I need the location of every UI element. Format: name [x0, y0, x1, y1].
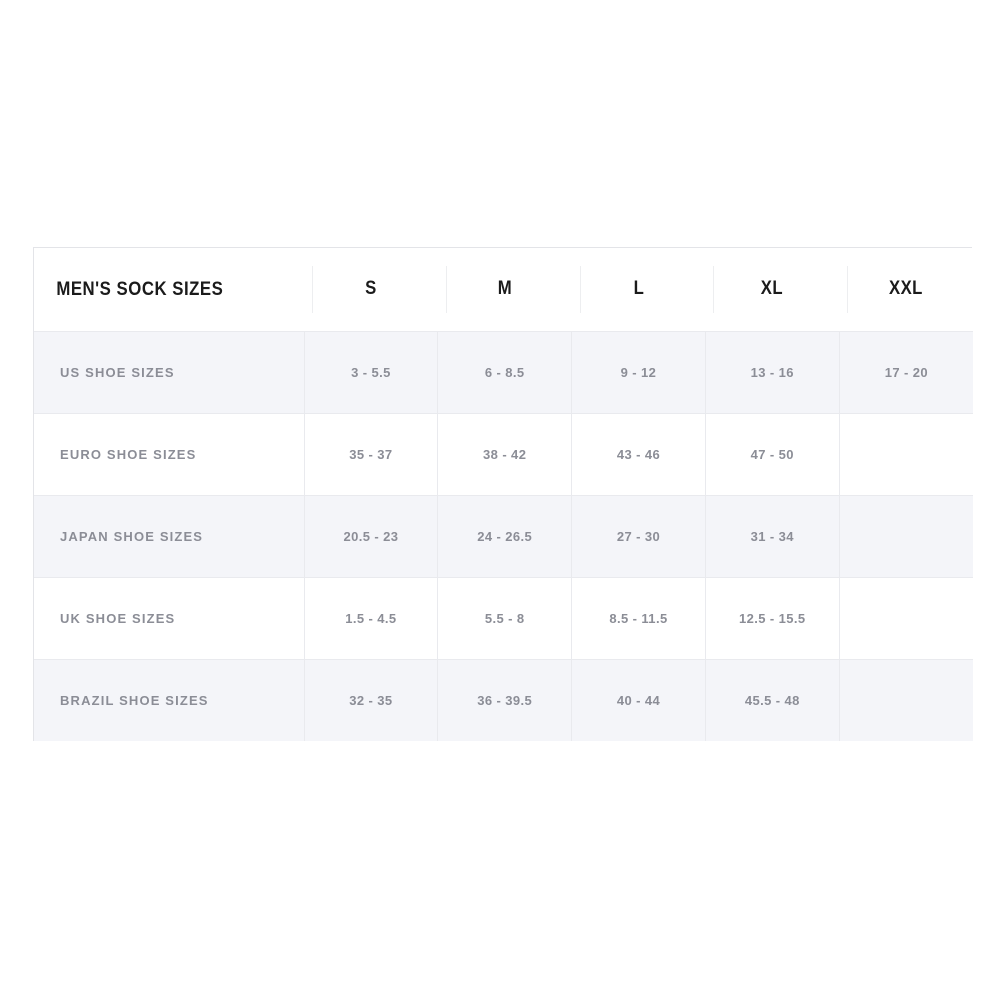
- cell-uk-xxl: [839, 576, 973, 659]
- row-label-japan: JAPAN SHOE SIZES: [34, 494, 305, 577]
- column-header-xl: XL: [713, 248, 831, 331]
- cell-brazil-l: 40 - 44: [571, 658, 706, 741]
- cell-japan-xl: 31 - 34: [705, 494, 840, 577]
- table-header: MEN'S SOCK SIZES S M L XL XXL: [34, 248, 973, 331]
- cell-japan-s: 20.5 - 23: [304, 494, 439, 577]
- row-label-us: US SHOE SIZES: [34, 330, 305, 413]
- table-row-euro-shoe-sizes: EURO SHOE SIZES 35 - 37 38 - 42 43 - 46 …: [34, 412, 973, 495]
- cell-brazil-xl: 45.5 - 48: [705, 658, 840, 741]
- cell-us-m: 6 - 8.5: [437, 330, 573, 413]
- table-row-japan-shoe-sizes: JAPAN SHOE SIZES 20.5 - 23 24 - 26.5 27 …: [34, 494, 973, 577]
- table-body: US SHOE SIZES 3 - 5.5 6 - 8.5 9 - 12 13 …: [34, 330, 973, 741]
- cell-us-l: 9 - 12: [571, 330, 706, 413]
- cell-euro-xl: 47 - 50: [705, 412, 840, 495]
- table-row-uk-shoe-sizes: UK SHOE SIZES 1.5 - 4.5 5.5 - 8 8.5 - 11…: [34, 576, 973, 659]
- cell-brazil-m: 36 - 39.5: [437, 658, 573, 741]
- size-chart-container: MEN'S SOCK SIZES S M L XL XXL US SHOE SI…: [33, 247, 973, 741]
- column-header-m: M: [445, 248, 564, 331]
- cell-euro-s: 35 - 37: [304, 412, 439, 495]
- column-header-xxl: XXL: [847, 248, 965, 331]
- cell-japan-xxl: [839, 494, 973, 577]
- cell-japan-m: 24 - 26.5: [437, 494, 573, 577]
- cell-euro-m: 38 - 42: [437, 412, 573, 495]
- column-header-l: L: [579, 248, 698, 331]
- header-row: MEN'S SOCK SIZES S M L XL XXL: [34, 248, 973, 331]
- row-label-uk: UK SHOE SIZES: [34, 576, 305, 659]
- cell-brazil-s: 32 - 35: [304, 658, 439, 741]
- cell-us-xxl: 17 - 20: [839, 330, 973, 413]
- table-row-us-shoe-sizes: US SHOE SIZES 3 - 5.5 6 - 8.5 9 - 12 13 …: [34, 330, 973, 413]
- cell-us-s: 3 - 5.5: [304, 330, 439, 413]
- row-label-brazil: BRAZIL SHOE SIZES: [34, 658, 305, 741]
- cell-euro-xxl: [839, 412, 973, 495]
- cell-japan-l: 27 - 30: [571, 494, 706, 577]
- chart-title: MEN'S SOCK SIZES: [56, 277, 224, 300]
- cell-uk-m: 5.5 - 8: [437, 576, 573, 659]
- cell-us-xl: 13 - 16: [705, 330, 840, 413]
- mens-sock-size-table: MEN'S SOCK SIZES S M L XL XXL US SHOE SI…: [34, 248, 973, 741]
- row-label-euro: EURO SHOE SIZES: [34, 412, 305, 495]
- cell-uk-xl: 12.5 - 15.5: [705, 576, 840, 659]
- table-row-brazil-shoe-sizes: BRAZIL SHOE SIZES 32 - 35 36 - 39.5 40 -…: [34, 658, 973, 741]
- cell-uk-l: 8.5 - 11.5: [571, 576, 706, 659]
- column-header-s: S: [312, 248, 430, 331]
- cell-uk-s: 1.5 - 4.5: [304, 576, 439, 659]
- cell-brazil-xxl: [839, 658, 973, 741]
- cell-euro-l: 43 - 46: [571, 412, 706, 495]
